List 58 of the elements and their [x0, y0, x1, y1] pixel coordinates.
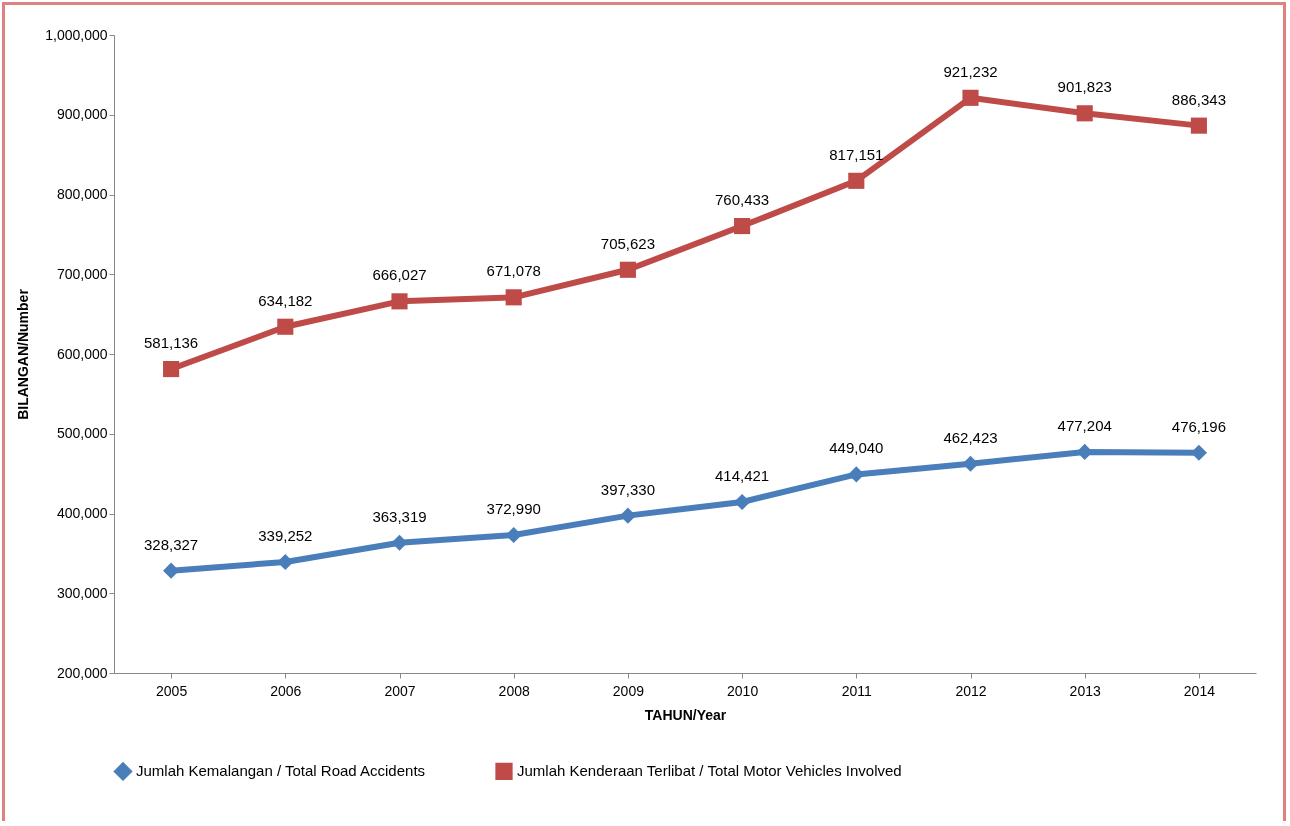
point — [277, 553, 294, 571]
x-tick-label: 2006 — [270, 682, 302, 699]
x-axis-title: TAHUN/Year — [644, 706, 727, 723]
point — [619, 507, 636, 524]
data-label: 901,823 — [1057, 78, 1112, 96]
data-label: 666,027 — [372, 266, 427, 284]
x-tick-label: 2008 — [498, 682, 530, 699]
y-tick-label: 400,000 — [56, 505, 108, 521]
point — [163, 360, 180, 378]
point — [391, 534, 408, 551]
x-tick-label: 2013 — [1069, 682, 1101, 699]
point — [962, 455, 979, 472]
x-tick-label: 2011 — [841, 682, 873, 699]
data-label: 363,319 — [372, 507, 427, 525]
point — [505, 289, 522, 306]
data-label: 760,433 — [714, 191, 770, 209]
y-tick-label: 1,000,000 — [45, 26, 108, 43]
y-tick-label: 500,000 — [56, 425, 108, 442]
data-label: 476,196 — [1171, 417, 1227, 435]
data-label: 339,252 — [258, 526, 313, 544]
point — [848, 172, 865, 189]
data-label: 581,136 — [143, 334, 199, 352]
y-tick-label: 200,000 — [56, 664, 108, 681]
point — [1076, 105, 1093, 122]
x-tick-label: 2009 — [612, 682, 645, 699]
point — [391, 293, 408, 310]
y-axis-title: BILANGAN/Number — [15, 288, 32, 420]
data-label: 886,343 — [1171, 90, 1227, 108]
point — [277, 318, 294, 335]
point — [962, 89, 979, 106]
x-tick-label: 2010 — [727, 682, 759, 699]
y-tick-label: 800,000 — [56, 186, 108, 202]
y-tick-label: 700,000 — [56, 265, 108, 282]
data-label: 372,990 — [486, 500, 541, 518]
data-label: 477,204 — [1057, 416, 1112, 434]
legend-label: Jumlah Kemalangan / Total Road Accidents — [136, 762, 426, 780]
legend-label: Jumlah Kenderaan Terlibat / Total Motor Vehicles Involved — [517, 762, 902, 780]
x-tick-label: 2007 — [384, 682, 416, 699]
x-tick-label: 2012 — [955, 682, 987, 699]
data-label: 397,330 — [600, 480, 656, 498]
data-label: 462,423 — [943, 428, 998, 446]
data-label: 634,182 — [258, 291, 313, 309]
data-label: 328,327 — [143, 535, 199, 553]
x-tick-label: 2005 — [156, 682, 188, 699]
y-tick-label: 600,000 — [56, 345, 108, 362]
point — [1190, 117, 1207, 134]
data-label: 449,040 — [829, 439, 884, 457]
point — [734, 217, 751, 235]
x-tick-label: 2014 — [1183, 682, 1216, 699]
data-label: 705,623 — [600, 234, 656, 252]
point — [734, 493, 751, 511]
y-tick-label: 900,000 — [56, 106, 108, 123]
data-label: 817,151 — [829, 145, 884, 163]
data-label: 921,232 — [943, 62, 998, 80]
data-label: 671,078 — [486, 262, 541, 280]
point — [619, 261, 636, 278]
y-tick-label: 300,000 — [56, 584, 108, 601]
data-label: 414,421 — [714, 467, 770, 484]
